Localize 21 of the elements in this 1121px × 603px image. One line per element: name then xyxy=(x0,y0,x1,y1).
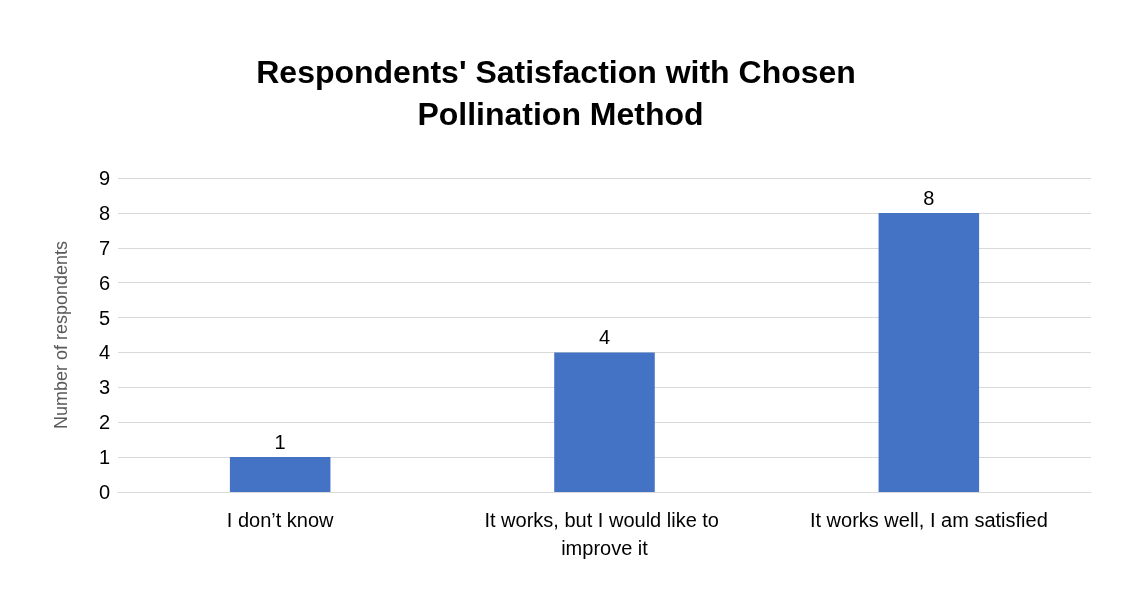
chart-title: Respondents' Satisfaction with Chosen Pollination Method xyxy=(256,54,865,132)
bar xyxy=(554,352,655,492)
y-tick-label: 7 xyxy=(98,236,110,259)
bar xyxy=(229,457,331,492)
y-tick-label: 4 xyxy=(98,341,110,364)
y-tick-label: 6 xyxy=(98,271,110,294)
y-tick-label: 5 xyxy=(98,306,110,329)
y-tick-label: 3 xyxy=(98,376,110,399)
x-tick-label: I don’t know xyxy=(226,509,335,531)
data-label: 1 xyxy=(274,431,286,454)
y-tick-label: 2 xyxy=(98,411,110,434)
bar xyxy=(878,212,980,492)
x-tick-label: It works, but I would like to improve it xyxy=(484,509,725,559)
y-axis-title: Number of respondents xyxy=(51,240,71,430)
x-tick-label: It works well, I am satisfied xyxy=(809,509,1048,531)
data-label: 4 xyxy=(598,326,611,349)
data-label: 8 xyxy=(923,186,935,209)
y-tick-label: 1 xyxy=(98,446,110,469)
y-tick-label: 9 xyxy=(98,167,110,189)
y-tick-label: 0 xyxy=(98,481,110,503)
y-tick-label: 8 xyxy=(98,201,110,224)
